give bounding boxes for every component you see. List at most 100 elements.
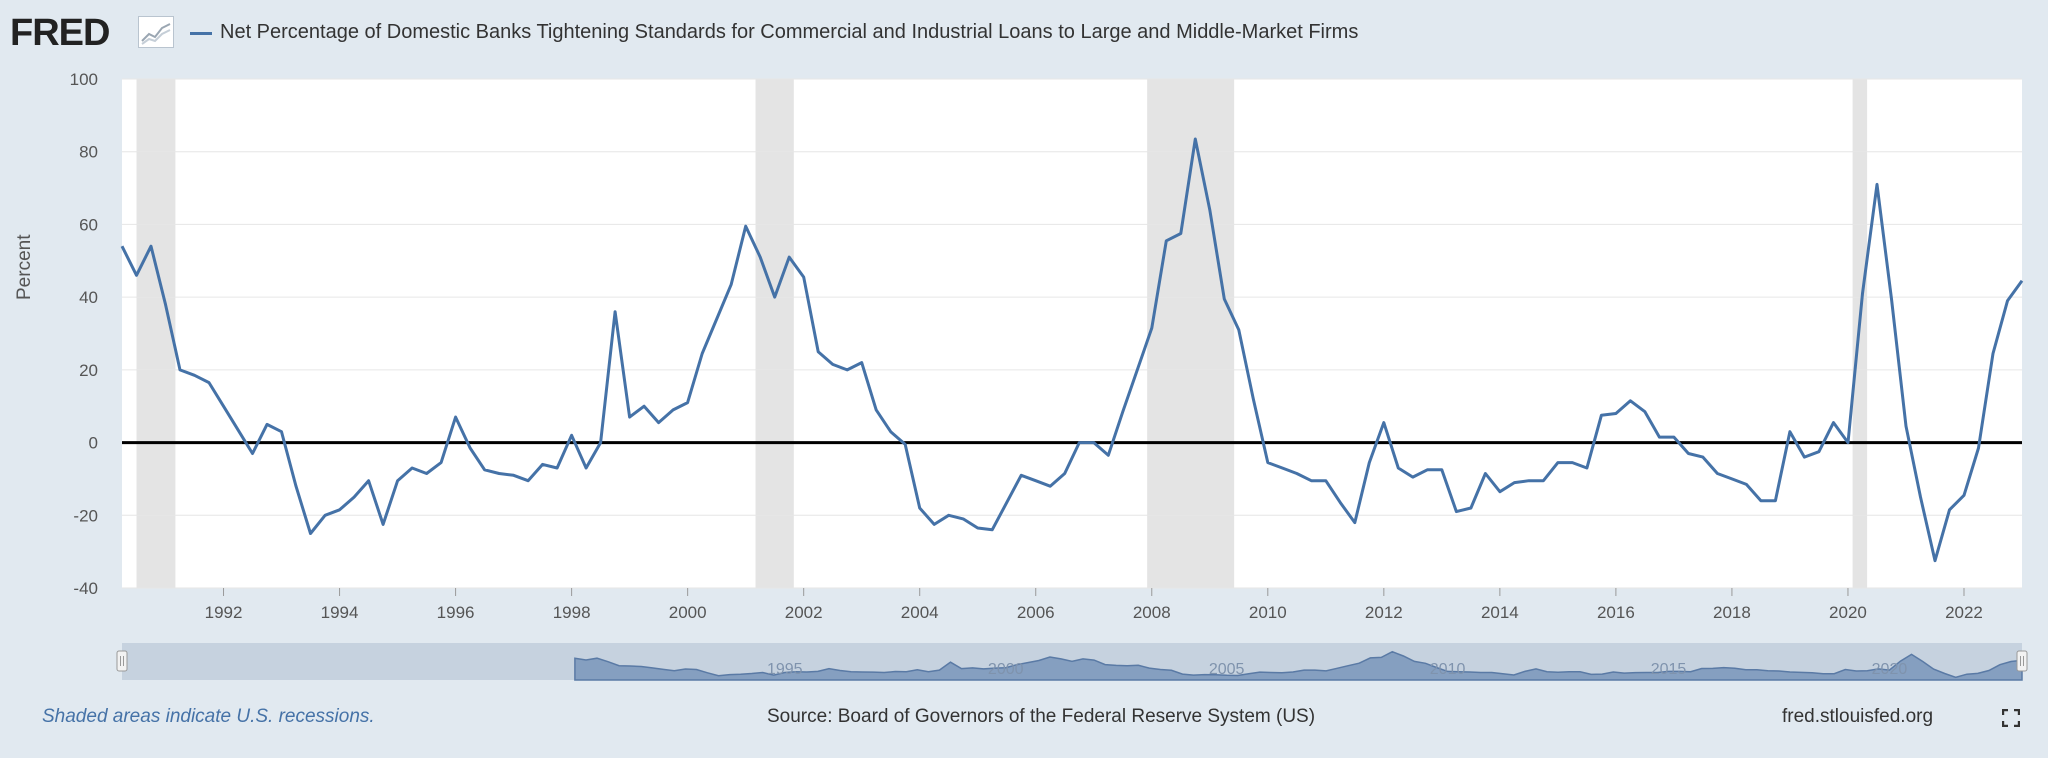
data-point[interactable]	[744, 225, 747, 228]
site-link[interactable]: fred.stlouisfed.org	[1782, 706, 1934, 727]
data-point[interactable]	[1020, 474, 1023, 477]
data-point[interactable]	[1542, 479, 1545, 482]
data-point[interactable]	[1527, 479, 1530, 482]
data-point[interactable]	[454, 416, 457, 419]
data-point[interactable]	[1672, 436, 1675, 439]
data-point[interactable]	[1716, 472, 1719, 475]
data-point[interactable]	[1701, 456, 1704, 459]
data-point[interactable]	[1426, 468, 1429, 471]
data-point[interactable]	[353, 496, 356, 499]
data-point[interactable]	[1933, 559, 1936, 562]
data-point[interactable]	[701, 352, 704, 355]
data-point[interactable]	[164, 303, 167, 306]
data-point[interactable]	[251, 452, 254, 455]
data-point[interactable]	[1600, 414, 1603, 417]
data-point[interactable]	[1049, 485, 1052, 488]
data-point[interactable]	[1310, 479, 1313, 482]
data-point[interactable]	[1353, 521, 1356, 524]
data-point[interactable]	[1194, 137, 1197, 140]
data-point[interactable]	[715, 317, 718, 320]
data-point[interactable]	[512, 474, 515, 477]
data-point[interactable]	[1339, 501, 1342, 504]
data-point[interactable]	[1324, 479, 1327, 482]
data-point[interactable]	[179, 368, 182, 371]
data-point[interactable]	[309, 532, 312, 535]
navigator-handle-left[interactable]	[116, 650, 128, 672]
data-point[interactable]	[1440, 468, 1443, 471]
data-point[interactable]	[1658, 436, 1661, 439]
data-point[interactable]	[324, 514, 327, 517]
data-point[interactable]	[295, 485, 298, 488]
data-point[interactable]	[222, 405, 225, 408]
data-point[interactable]	[1208, 208, 1211, 211]
data-point[interactable]	[1643, 410, 1646, 413]
data-point[interactable]	[338, 508, 341, 511]
data-point[interactable]	[1150, 327, 1153, 330]
data-point[interactable]	[1484, 472, 1487, 475]
data-point[interactable]	[237, 428, 240, 431]
data-point[interactable]	[135, 274, 138, 277]
chart-logo-icon[interactable]	[138, 16, 174, 48]
data-point[interactable]	[1977, 447, 1980, 450]
data-point[interactable]	[1919, 496, 1922, 499]
data-point[interactable]	[802, 276, 805, 279]
data-point[interactable]	[1803, 456, 1806, 459]
data-point[interactable]	[2021, 279, 2024, 282]
data-point[interactable]	[150, 245, 153, 248]
data-point[interactable]	[527, 479, 530, 482]
data-point[interactable]	[875, 408, 878, 411]
data-point[interactable]	[1817, 450, 1820, 453]
data-point[interactable]	[1774, 499, 1777, 502]
data-point[interactable]	[991, 528, 994, 531]
data-point[interactable]	[570, 434, 573, 437]
data-point[interactable]	[860, 361, 863, 364]
data-point[interactable]	[425, 472, 428, 475]
data-point[interactable]	[1585, 467, 1588, 470]
data-point[interactable]	[1107, 454, 1110, 457]
data-point[interactable]	[817, 350, 820, 353]
data-point[interactable]	[889, 430, 892, 433]
data-point[interactable]	[1962, 494, 1965, 497]
fred-logo[interactable]: FRED	[10, 12, 110, 54]
data-point[interactable]	[730, 283, 733, 286]
data-point[interactable]	[1991, 352, 1994, 355]
data-point[interactable]	[686, 401, 689, 404]
data-point[interactable]	[759, 256, 762, 259]
data-point[interactable]	[788, 256, 791, 259]
data-point[interactable]	[1034, 479, 1037, 482]
data-point[interactable]	[1556, 461, 1559, 464]
data-point[interactable]	[1948, 508, 1951, 511]
data-point[interactable]	[599, 441, 602, 444]
data-point[interactable]	[1759, 499, 1762, 502]
data-point[interactable]	[933, 523, 936, 526]
data-point[interactable]	[1179, 232, 1182, 235]
data-point[interactable]	[411, 467, 414, 470]
data-point[interactable]	[1730, 477, 1733, 480]
data-point[interactable]	[628, 416, 631, 419]
data-point[interactable]	[1875, 183, 1878, 186]
data-point[interactable]	[1455, 510, 1458, 513]
data-point[interactable]	[382, 523, 385, 526]
data-point[interactable]	[1846, 441, 1849, 444]
data-point[interactable]	[1121, 410, 1124, 413]
data-point[interactable]	[1223, 297, 1226, 300]
data-point[interactable]	[1237, 328, 1240, 331]
data-point[interactable]	[831, 363, 834, 366]
data-point[interactable]	[1281, 467, 1284, 470]
data-point[interactable]	[1382, 421, 1385, 424]
data-point[interactable]	[396, 479, 399, 482]
data-point[interactable]	[1629, 399, 1632, 402]
data-point[interactable]	[962, 517, 965, 520]
data-point[interactable]	[976, 527, 979, 530]
data-point[interactable]	[440, 461, 443, 464]
data-point[interactable]	[1266, 461, 1269, 464]
data-point[interactable]	[1614, 412, 1617, 415]
data-point[interactable]	[643, 405, 646, 408]
data-point[interactable]	[904, 443, 907, 446]
fullscreen-icon[interactable]	[2001, 708, 2021, 728]
data-point[interactable]	[1092, 441, 1095, 444]
data-point[interactable]	[469, 447, 472, 450]
data-point[interactable]	[1890, 297, 1893, 300]
data-point[interactable]	[614, 310, 617, 313]
data-point[interactable]	[947, 514, 950, 517]
